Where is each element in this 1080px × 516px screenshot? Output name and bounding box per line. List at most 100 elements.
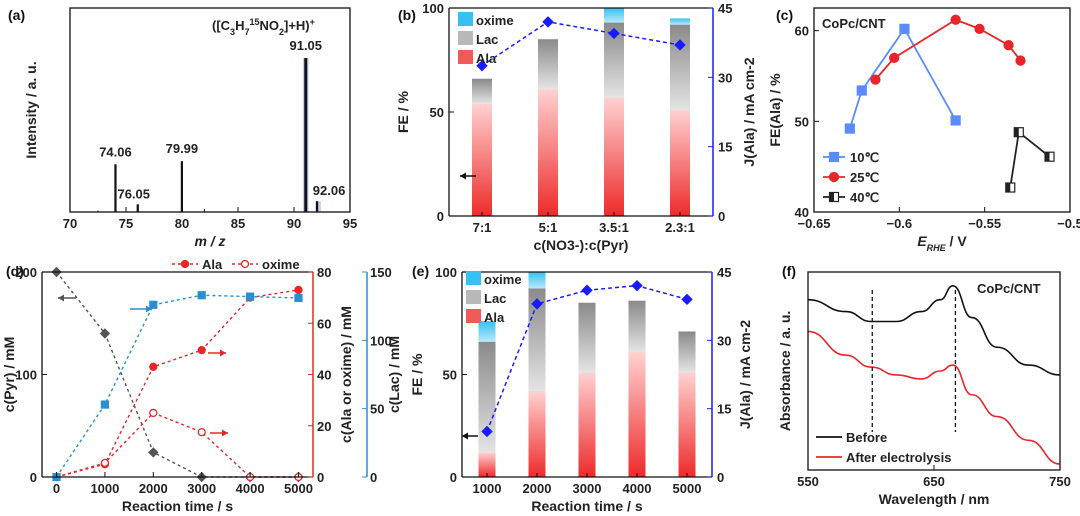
legend-label: 40℃ <box>850 190 879 205</box>
j-ala-line <box>486 284 688 432</box>
legend-marker-fill <box>829 192 834 202</box>
data-point <box>197 428 206 437</box>
tick-label: 0 <box>718 209 725 224</box>
tick-label: 4000 <box>623 481 652 496</box>
legend-swatch <box>466 290 481 304</box>
legend-label: Ala <box>476 51 497 66</box>
tick-label: 2000 <box>139 481 168 496</box>
legend-label: Ala <box>202 257 223 272</box>
tick-label: 100 <box>435 265 457 280</box>
j-ala-line <box>481 21 681 67</box>
axis-arrow-oxime-head <box>222 429 228 437</box>
data-point <box>950 14 961 25</box>
series-line <box>1009 130 1051 188</box>
legend-label: Ala <box>484 310 505 325</box>
tick-label: 0 <box>317 470 324 485</box>
data-point <box>197 346 206 355</box>
y-axis-label: c(Pyr) / mM <box>1 337 17 412</box>
tick-label: 75 <box>119 216 133 231</box>
data-point <box>149 362 158 371</box>
panel-label: (a) <box>8 7 25 23</box>
series-line <box>55 294 299 478</box>
bar-oxime <box>528 272 546 289</box>
legend-label: 25℃ <box>850 170 879 185</box>
tick-label: 100 <box>370 333 392 348</box>
bar-ala <box>528 390 546 477</box>
series-line <box>848 27 957 129</box>
y-axis-label: Intensity / a. u. <box>23 61 39 158</box>
data-point <box>148 447 159 458</box>
tick-label: 85 <box>231 216 245 231</box>
y2-axis-label: J(Ala) / mA cm-2 <box>741 57 757 166</box>
bar-lac <box>538 39 558 90</box>
tick-label: 3000 <box>187 481 216 496</box>
tick-label: 2000 <box>523 481 552 496</box>
x-axis-label: Wavelength / nm <box>879 491 990 507</box>
data-point <box>294 285 303 295</box>
tick-label: 90 <box>287 216 301 231</box>
legend-marker <box>828 151 840 163</box>
legend-marker <box>240 259 250 269</box>
legend-swatch <box>466 271 481 285</box>
bar-ala <box>578 372 596 477</box>
bar-ala <box>478 452 496 477</box>
bar-lac <box>670 24 690 110</box>
tick-label: 1000 <box>90 481 119 496</box>
data-point <box>870 74 881 85</box>
tick-label: 0 <box>437 209 444 224</box>
y-axis-label: FE / % <box>395 90 411 133</box>
bar-ala <box>670 109 690 216</box>
spectrum-after <box>807 330 1061 465</box>
tick-label: −0.5 <box>1057 216 1080 231</box>
x-axis-label: Reaction time / s <box>122 498 233 514</box>
legend-label: oxime <box>484 272 522 287</box>
tick-label: 4000 <box>236 481 265 496</box>
tick-label: 40 <box>795 205 809 220</box>
data-point-fill <box>1014 127 1019 137</box>
tick-label: 40 <box>317 368 331 383</box>
tick-label: 0 <box>30 470 37 485</box>
tick-label: 100 <box>15 368 37 383</box>
bar-lac <box>678 331 696 373</box>
tick-label: 15 <box>718 140 732 155</box>
bar-ala <box>472 103 492 216</box>
bar-lac <box>604 22 624 98</box>
tick-label: 50 <box>795 114 809 129</box>
legend-label: Lac <box>484 291 506 306</box>
legend-label: Lac <box>476 32 498 47</box>
tick-label: 30 <box>717 333 731 348</box>
data-point <box>149 300 158 309</box>
tick-label: 650 <box>923 474 945 489</box>
panel-b: (b) 0 50 100 0 15 30 45 7:1 5:1 3.5:1 2.3:1 FE / % J(… <box>395 1 757 253</box>
panel-label: (d) <box>6 263 24 279</box>
panel-f: (f) CoPc/CNT 550 650 750 Wavelength / nm Absor… <box>777 263 1071 507</box>
bar-ala <box>678 372 696 477</box>
legend-swatch <box>466 309 481 323</box>
tick-label: 80 <box>175 216 189 231</box>
data-point-fill <box>1045 152 1050 162</box>
tick-label: 50 <box>443 368 457 383</box>
tick-label: 80 <box>317 265 331 280</box>
legend-swatch <box>458 50 473 64</box>
legend-label: 10℃ <box>850 150 879 165</box>
data-point <box>1015 55 1026 66</box>
tick-label: 50 <box>370 402 384 417</box>
tick-label: 100 <box>422 1 444 16</box>
tick-label: 150 <box>370 265 392 280</box>
x-axis-label: m / z <box>194 233 225 249</box>
tick-label: 0 <box>450 470 457 485</box>
axis-arrow-head <box>462 432 468 440</box>
j-ala-point <box>531 298 543 310</box>
data-point <box>899 23 910 34</box>
tick-label: 30 <box>718 70 732 85</box>
peak-label: 91.05 <box>289 38 322 53</box>
tick-label: 5000 <box>284 481 313 496</box>
panel-c: (c) CoPc/CNT −0.65 −0.6 −0.55 −0.5 40 50 60 FE(Al… <box>767 7 1080 253</box>
x-axis-label: Reaction time / s <box>531 498 642 514</box>
plot-frame-a <box>69 7 351 213</box>
data-point <box>294 293 303 303</box>
data-point <box>889 52 900 64</box>
series-line <box>56 289 299 478</box>
chart-title: ([C3H715NO2]+H)+ <box>212 17 315 37</box>
tick-label: 45 <box>717 265 731 280</box>
